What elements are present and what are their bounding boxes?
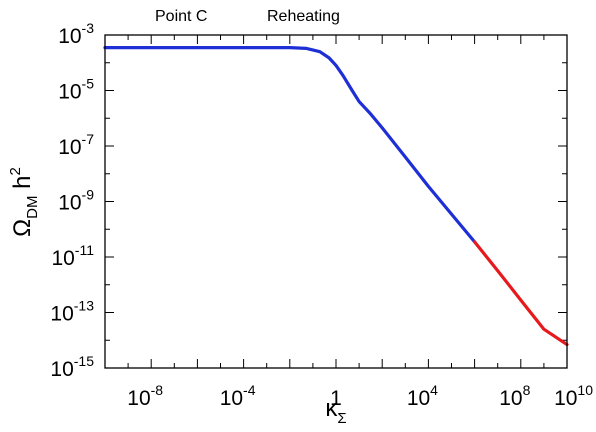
x-tick-label: 1 [330, 387, 342, 410]
y-axis-label-text: ΩDM h2 [7, 167, 41, 237]
header-label-point-c: Point C [155, 8, 207, 25]
y-tick-label: 10-15 [50, 353, 94, 381]
x-tick-label: 104 [407, 382, 438, 410]
series-line-1 [473, 240, 569, 347]
x-tick-label: 1010 [554, 382, 593, 410]
x-axis-label: κΣ [325, 395, 346, 427]
axis-ticks [104, 34, 568, 369]
plot-frame [104, 34, 568, 369]
x-tick-label: 10-4 [220, 382, 256, 410]
y-tick-label: 10-11 [51, 242, 94, 270]
header-label-reheating: Reheating [267, 8, 340, 25]
x-tick-label: 108 [499, 382, 530, 410]
y-tick-label: 10-3 [58, 20, 94, 48]
data-series [103, 46, 569, 347]
y-tick-label: 10-7 [58, 131, 94, 159]
series-line-0 [103, 46, 477, 244]
y-axis-label: ΩDM h2 [7, 167, 41, 237]
y-tick-label: 10-13 [50, 298, 94, 326]
x-tick-label: 10-8 [127, 382, 163, 410]
y-tick-label: 10-9 [58, 187, 94, 215]
tick-labels: 10-8 10-4 1 104 108 1010 10-3 10-5 10-7 10-9 10-11… [50, 20, 593, 410]
x-axis-label-text: κΣ [325, 395, 346, 427]
y-tick-label: 10-5 [58, 76, 94, 104]
